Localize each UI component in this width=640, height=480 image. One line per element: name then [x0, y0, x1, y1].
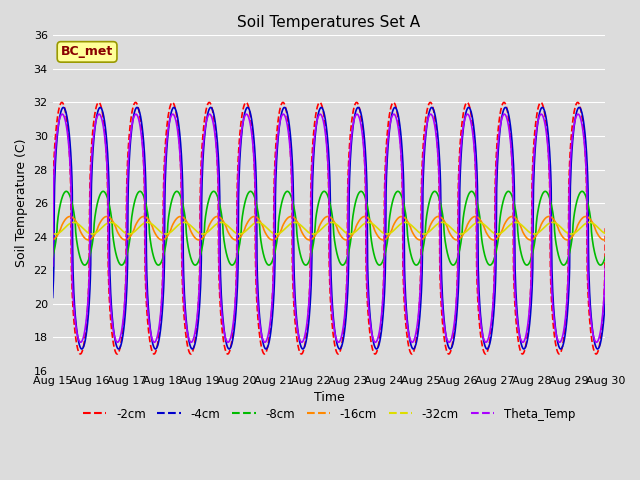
- Text: BC_met: BC_met: [61, 46, 113, 59]
- Title: Soil Temperatures Set A: Soil Temperatures Set A: [237, 15, 420, 30]
- X-axis label: Time: Time: [314, 391, 344, 404]
- Legend: -2cm, -4cm, -8cm, -16cm, -32cm, Theta_Temp: -2cm, -4cm, -8cm, -16cm, -32cm, Theta_Te…: [78, 403, 580, 425]
- Y-axis label: Soil Temperature (C): Soil Temperature (C): [15, 139, 28, 267]
